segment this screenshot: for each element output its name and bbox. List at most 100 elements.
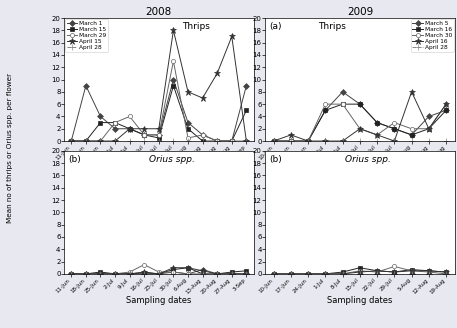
March 15 (156, 136, 162, 140)
March 29 (156, 133, 162, 137)
April 16 (271, 139, 276, 143)
April 28 (443, 272, 449, 276)
Line: April 16: April 16 (270, 267, 450, 277)
March 15 (142, 133, 147, 137)
March 5 (323, 108, 328, 112)
Text: (b): (b) (269, 154, 282, 164)
April 16 (323, 139, 328, 143)
March 16 (374, 121, 380, 125)
March 16 (443, 270, 449, 274)
March 5 (288, 139, 294, 143)
March 15 (185, 266, 191, 270)
April 28 (156, 272, 162, 276)
April 28 (185, 139, 191, 143)
April 16 (443, 102, 449, 106)
March 5 (271, 139, 276, 143)
March 15 (69, 139, 74, 143)
March 30 (443, 272, 449, 276)
March 5 (426, 272, 431, 276)
April 16 (426, 269, 431, 273)
April 28 (244, 139, 249, 143)
March 5 (340, 272, 345, 276)
March 1 (156, 272, 162, 276)
March 30 (374, 270, 380, 274)
March 16 (426, 127, 431, 131)
March 16 (426, 269, 431, 273)
Text: Thrips: Thrips (318, 22, 346, 31)
March 16 (305, 139, 311, 143)
March 29 (244, 272, 249, 276)
March 16 (323, 108, 328, 112)
April 28 (409, 139, 414, 143)
Legend: March 1, March 15, March 29, April 15, April 28: March 1, March 15, March 29, April 15, A… (65, 19, 108, 51)
April 16 (288, 133, 294, 137)
March 16 (409, 133, 414, 137)
X-axis label: Sampling dates: Sampling dates (327, 296, 393, 305)
April 28 (374, 272, 380, 276)
March 1 (170, 78, 176, 82)
March 1 (98, 272, 103, 276)
March 15 (214, 139, 220, 143)
April 28 (69, 139, 74, 143)
April 15 (112, 139, 118, 143)
March 15 (229, 270, 234, 274)
April 16 (374, 133, 380, 137)
April 15 (156, 127, 162, 131)
April 15 (200, 96, 205, 100)
April 28 (127, 272, 133, 276)
April 28 (392, 139, 397, 143)
March 16 (340, 270, 345, 274)
March 16 (374, 269, 380, 273)
March 5 (305, 272, 311, 276)
March 5 (443, 272, 449, 276)
April 28 (392, 272, 397, 276)
March 1 (214, 139, 220, 143)
March 15 (127, 127, 133, 131)
March 30 (409, 269, 414, 273)
Line: March 5: March 5 (271, 272, 448, 276)
April 28 (271, 139, 276, 143)
March 30 (409, 127, 414, 131)
Line: April 28: April 28 (270, 270, 450, 277)
April 15 (200, 269, 205, 273)
March 29 (185, 272, 191, 276)
March 1 (170, 270, 176, 274)
April 28 (288, 139, 294, 143)
March 16 (340, 102, 345, 106)
March 30 (271, 272, 276, 276)
April 28 (244, 272, 249, 276)
Title: 2008: 2008 (146, 7, 172, 17)
March 29 (83, 139, 89, 143)
April 28 (112, 139, 118, 143)
March 16 (392, 270, 397, 274)
April 15 (214, 72, 220, 75)
April 16 (357, 127, 362, 131)
March 16 (323, 272, 328, 276)
March 16 (288, 139, 294, 143)
April 28 (323, 139, 328, 143)
April 16 (409, 269, 414, 273)
March 5 (426, 114, 431, 118)
March 5 (409, 272, 414, 276)
Line: April 28: April 28 (270, 137, 450, 145)
April 28 (323, 272, 328, 276)
Line: March 1: March 1 (69, 268, 249, 276)
April 28 (170, 139, 176, 143)
March 1 (142, 133, 147, 137)
Line: March 16: March 16 (271, 266, 448, 276)
March 29 (112, 121, 118, 125)
April 15 (244, 139, 249, 143)
April 15 (156, 272, 162, 276)
April 28 (200, 139, 205, 143)
April 16 (426, 127, 431, 131)
March 5 (323, 272, 328, 276)
Line: April 28: April 28 (68, 137, 250, 145)
March 29 (214, 139, 220, 143)
March 30 (340, 272, 345, 276)
March 29 (170, 59, 176, 63)
March 29 (156, 270, 162, 274)
March 29 (244, 139, 249, 143)
April 28 (83, 139, 89, 143)
Title: 2009: 2009 (347, 7, 373, 17)
March 15 (244, 269, 249, 273)
